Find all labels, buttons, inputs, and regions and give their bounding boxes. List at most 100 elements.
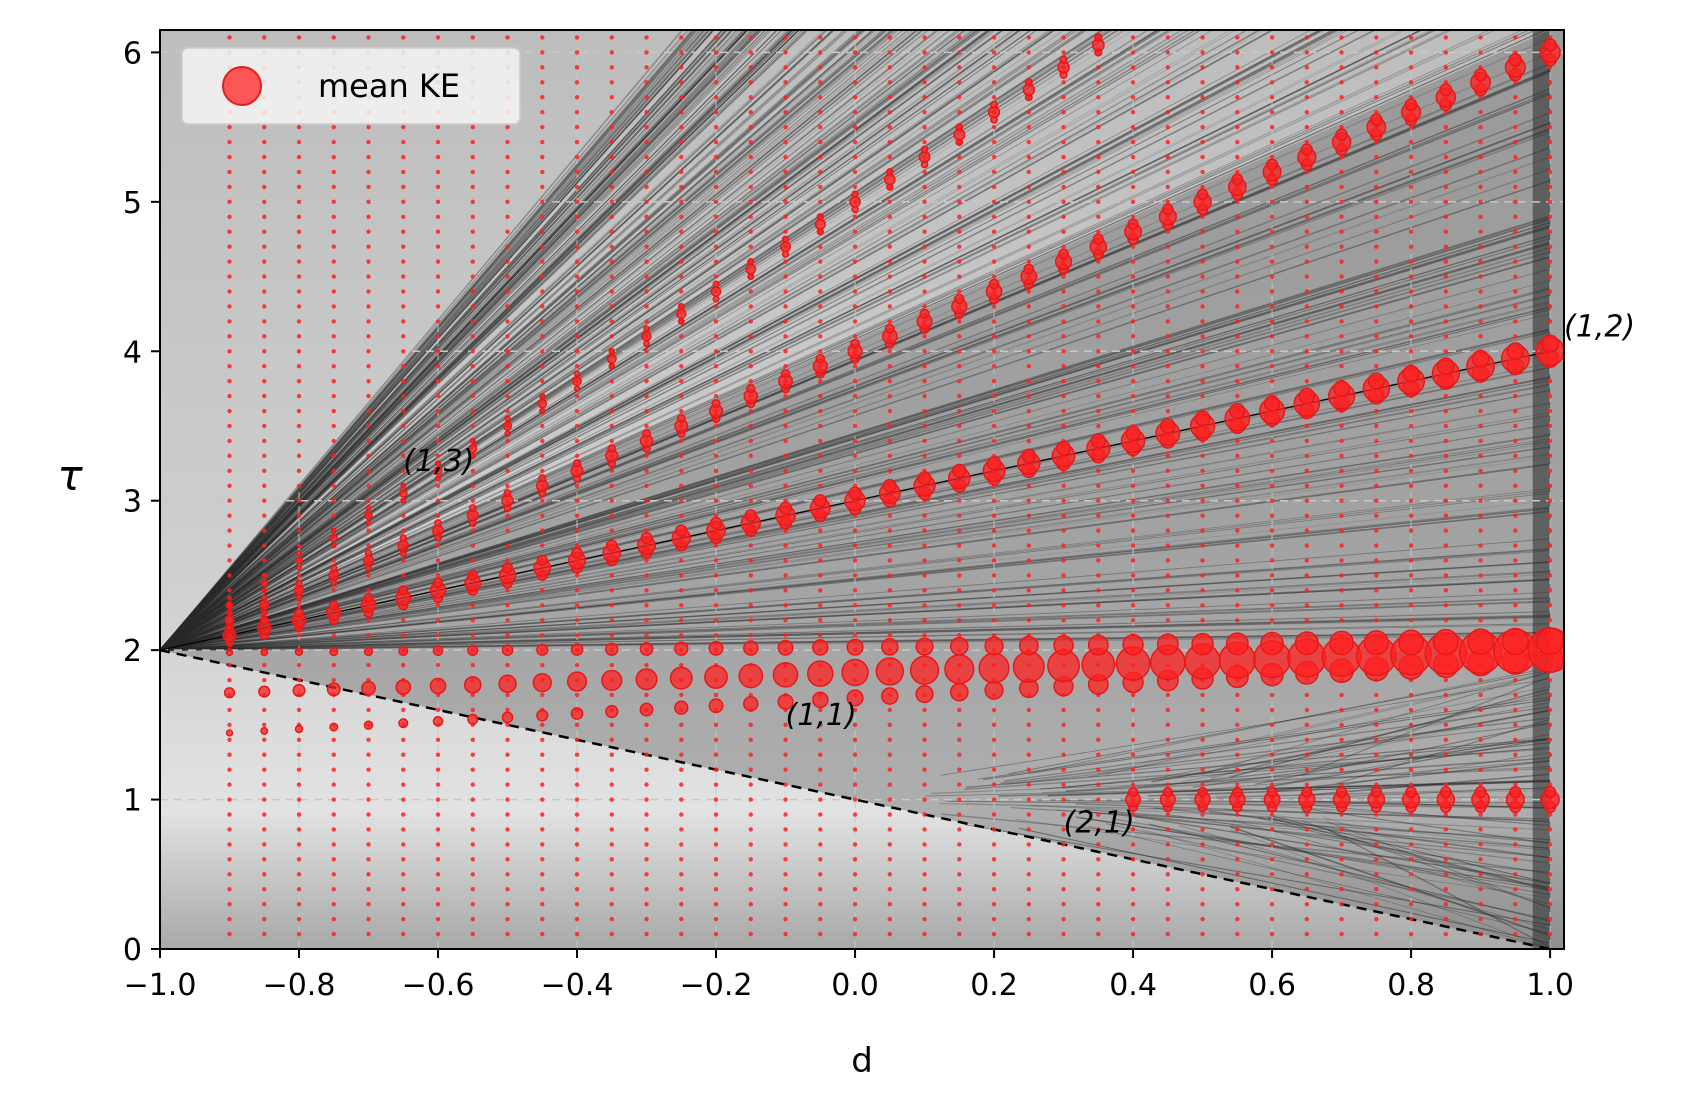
mean-ke-point [296,483,302,488]
mean-ke-point [1096,319,1101,324]
mean-ke-point [1443,842,1449,847]
annotations: (1,2)(1,3)(1,1)(2,1) [403,309,1635,840]
mean-ke-point [1339,483,1344,488]
mean-ke-point [1478,319,1483,324]
mean-ke-point [1130,901,1136,907]
mean-ke-point [398,718,409,729]
mean-ke-point [294,647,304,657]
mean-ke-point [574,901,580,907]
mean-ke-point [609,931,614,937]
mean-ke-point [852,916,858,922]
mean-ke-point [852,573,858,578]
mean-ke-point [399,534,408,542]
mean-ke-point [540,872,545,877]
mean-ke-point [366,483,371,488]
mean-ke-point [818,199,823,205]
mean-ke-point [1304,304,1310,309]
fan-line-lower [1265,738,1551,789]
mean-ke-point [609,214,614,219]
mean-ke-point [331,124,336,130]
mean-ke-point [1026,872,1032,877]
mean-ke-point [1235,214,1240,219]
mean-ke-point [852,543,858,548]
mean-ke-point [852,95,858,100]
mean-ke-point [1374,109,1379,115]
fan-line-lower [1003,706,1551,782]
mean-ke-point [991,304,997,309]
fan-line-lower [940,678,1551,776]
mean-ke-point [1408,124,1414,130]
fan-line [160,30,1326,651]
mean-ke-point [401,842,406,847]
mean-ke-point [540,468,545,474]
mean-ke-point [669,666,693,690]
mean-ke-point [644,558,649,563]
fan-line [160,30,699,651]
mean-ke-point [227,916,232,922]
mean-ke-point [366,423,371,429]
mean-ke-point [1269,244,1275,249]
mean-ke-point [887,513,893,518]
x-tick-label: 0.2 [970,968,1018,1003]
mean-ke-point [748,752,753,757]
mean-ke-point [748,169,753,175]
fan-line [160,30,1237,651]
mean-ke-point [1165,95,1171,100]
mean-ke-point [1200,139,1205,145]
mean-ke-point [1443,707,1449,713]
mean-ke-point [1513,408,1518,414]
mean-ke-point [296,842,302,847]
mean-ke-point [1235,393,1240,399]
mean-ke-point [713,931,719,937]
mean-ke-point [401,214,406,219]
mean-ke-point [227,423,232,429]
mean-ke-point [609,767,614,772]
mean-ke-point [1026,827,1032,832]
mean-ke-point [366,139,371,145]
mean-ke-point [1235,588,1240,593]
mean-ke-point [887,931,893,937]
mean-ke-point [1096,737,1101,742]
mean-ke-point [748,349,753,354]
mean-ke-point [957,573,962,578]
mean-ke-point [957,901,962,907]
mean-ke-point [679,378,684,384]
mean-ke-point [957,364,962,369]
mean-ke-point [1513,229,1518,234]
mean-ke-point [875,657,905,686]
mean-ke-point [1478,304,1483,309]
mean-ke-point [922,916,927,922]
mean-ke-point [677,317,685,325]
mean-ke-point [922,393,927,399]
mean-ke-point [227,334,232,339]
fan-line [160,610,1551,651]
mean-ke-point [574,304,580,309]
mean-ke-point [957,199,962,205]
mean-ke-point [435,214,441,219]
mean-ke-point [984,636,1004,656]
mean-ke-point [815,353,826,364]
mean-ke-point [1200,827,1205,832]
mean-ke-point [1130,872,1136,877]
mean-ke-point [470,767,475,772]
fan-line-lower [1105,672,1551,775]
mean-ke-point [505,274,510,279]
mean-ke-point [781,235,790,243]
mean-ke-point [1333,380,1351,398]
mean-ke-point [991,827,997,832]
mean-ke-point [468,443,478,454]
mean-ke-point [922,901,927,907]
fan-line [160,550,1551,651]
mean-ke-point [227,483,232,488]
mean-ke-point [536,709,549,722]
mean-ke-point [1513,677,1518,683]
mean-ke-point [1374,408,1379,414]
mean-ke-point [1374,229,1379,234]
mean-ke-point [1235,842,1240,847]
mean-ke-point [880,638,899,656]
mean-ke-point [540,109,545,115]
mean-ke-point [262,214,267,219]
mean-ke-point [1061,931,1066,937]
mean-ke-point [401,199,406,205]
